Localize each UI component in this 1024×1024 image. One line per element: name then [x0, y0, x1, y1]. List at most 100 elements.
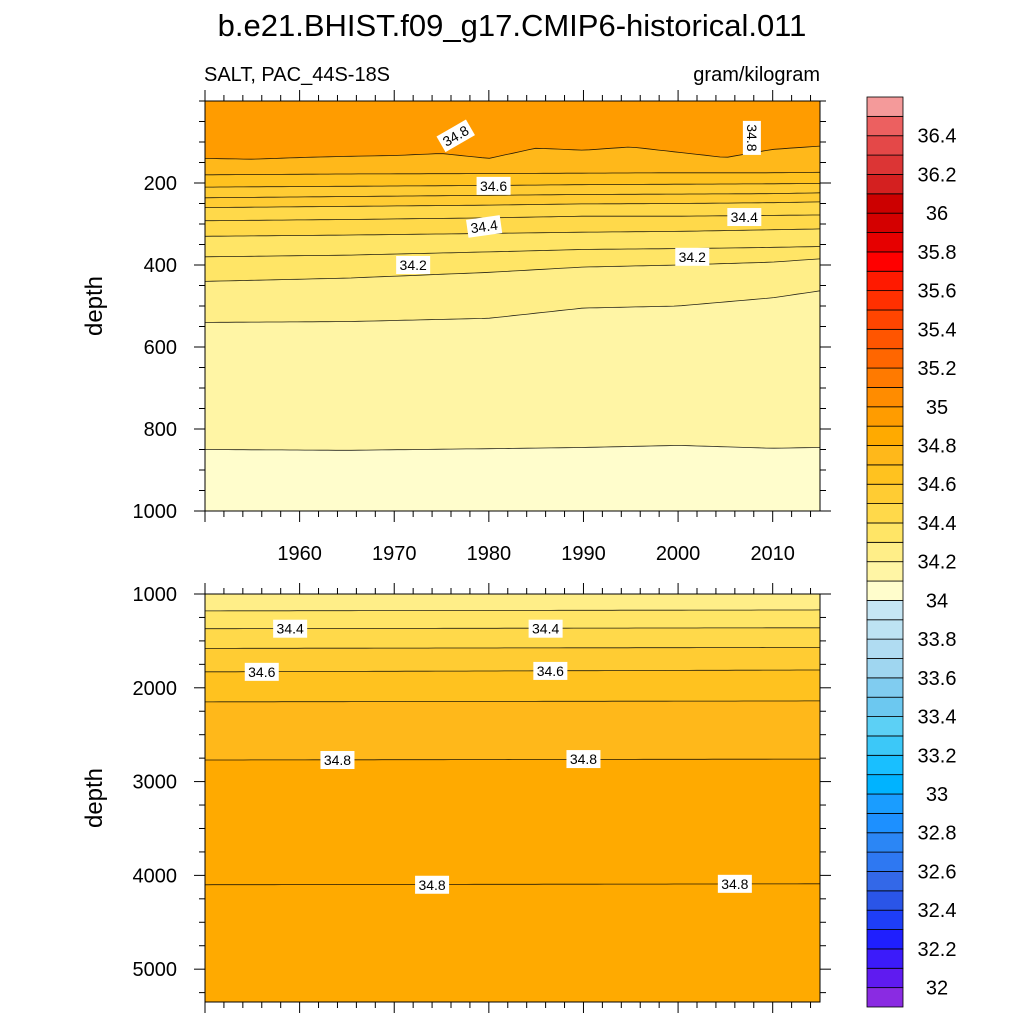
colorbar-swatch	[866, 948, 904, 969]
colorbar-swatch	[866, 987, 904, 1008]
contour-line	[205, 445, 820, 451]
colorbar-swatch	[866, 774, 904, 795]
contour-label: 34.6	[533, 661, 568, 680]
contour-label-text: 34.6	[537, 663, 564, 679]
colorbar-swatch	[866, 348, 904, 369]
colorbar-swatch	[866, 638, 904, 659]
colorbar-label: 36.2	[918, 164, 957, 186]
contour-line	[205, 647, 820, 649]
colorbar-label: 33.6	[918, 668, 957, 690]
contour-label: 34.8	[717, 874, 752, 893]
contour-label-text: 34.2	[679, 249, 706, 265]
contour-label: 34.8	[415, 875, 450, 894]
colorbar-swatch	[866, 561, 904, 582]
contour-label-text: 34.4	[731, 209, 758, 225]
contour-label-text: 34.8	[324, 752, 351, 768]
salinity-band	[205, 215, 820, 237]
colorbar-swatch	[866, 871, 904, 892]
salinity-band	[205, 228, 820, 257]
colorbar-label: 33	[926, 784, 948, 806]
contour-label: 34.2	[675, 247, 710, 266]
colorbar-label: 32	[926, 978, 948, 1000]
plot-frame	[204, 593, 821, 1003]
y-axis-label: depth	[81, 768, 108, 828]
chart-subtitle-left: SALT, PAC_44S-18S	[204, 64, 390, 86]
colorbar-swatch	[866, 754, 904, 776]
colorbar-label: 33.8	[918, 629, 957, 651]
colorbar-swatch	[866, 328, 904, 350]
colorbar-swatch	[866, 890, 904, 911]
y-tick-label: 4000	[133, 865, 178, 887]
chart-title: b.e21.BHIST.f09_g17.CMIP6-historical.011	[218, 8, 807, 43]
y-tick-label: 800	[144, 419, 177, 441]
x-tick-label: 1960	[277, 543, 322, 565]
contour-label-text: 34.8	[721, 876, 748, 892]
y-tick-label: 5000	[133, 959, 178, 981]
colorbar-swatch	[866, 135, 904, 156]
y-tick-label: 1000	[133, 501, 178, 523]
colorbar-swatch	[866, 832, 904, 853]
salinity-band	[205, 883, 820, 1002]
colorbar-label: 32.8	[918, 823, 957, 845]
colorbar-swatch	[866, 580, 904, 601]
colorbar-label: 33.2	[918, 745, 957, 767]
colorbar-swatch	[866, 425, 904, 446]
x-tick-label: 1990	[561, 543, 606, 565]
salinity-band	[205, 445, 820, 511]
contour-label: 34.6	[244, 662, 279, 681]
contour-label: 34.8	[566, 750, 601, 769]
salinity-band	[205, 647, 820, 672]
contour-label-text: 34.6	[248, 664, 275, 680]
colorbar-label: 32.2	[918, 939, 957, 961]
contour-label: 34.4	[273, 619, 308, 638]
colorbar-swatch	[866, 406, 904, 427]
colorbar-label: 35.6	[918, 281, 957, 303]
contour-line	[205, 627, 820, 630]
colorbar-swatch	[866, 445, 904, 466]
colorbar-label: 33.4	[918, 707, 957, 729]
colorbar-swatch	[866, 677, 904, 698]
salinity-band	[205, 101, 820, 160]
contour-label-text: 34.4	[277, 621, 304, 637]
contour-line	[205, 669, 820, 673]
contour-line	[205, 145, 820, 160]
salinity-band	[205, 627, 820, 649]
upper-panel: 34.8 34.834.634.4 34.434.234.2200400600800…	[81, 90, 831, 565]
x-tick-label: 2010	[750, 543, 795, 565]
colorbar-swatch	[866, 658, 904, 679]
colorbar-label: 34	[926, 590, 948, 612]
colorbar-label: 32.6	[918, 861, 957, 883]
salinity-band	[205, 609, 820, 629]
contour-line	[205, 183, 820, 188]
colorbar-swatch	[866, 600, 904, 621]
contour-label-text: 34.4	[470, 217, 499, 237]
contour-label: 34.6	[476, 176, 511, 195]
colorbar-label: 32.4	[918, 900, 957, 922]
colorbar-swatch	[866, 387, 904, 408]
y-tick-label: 3000	[133, 772, 178, 794]
contour-line	[205, 171, 820, 176]
contour-line	[205, 883, 820, 886]
colorbar-label: 34.6	[918, 474, 957, 496]
contour-line	[205, 192, 820, 199]
colorbar-swatch	[866, 929, 904, 950]
salinity-band	[205, 183, 820, 198]
x-tick-label: 1970	[372, 543, 417, 565]
colorbar-swatch	[866, 193, 904, 214]
colorbar-swatch	[866, 696, 904, 717]
colorbar-swatch	[866, 483, 904, 504]
colorbar-swatch	[866, 309, 904, 330]
salinity-band	[205, 172, 820, 188]
contour-line	[205, 201, 820, 208]
colorbar-label: 35.8	[918, 242, 957, 264]
colorbar-swatch	[866, 367, 904, 388]
colorbar-swatch	[866, 735, 904, 756]
contour-label: 34.4	[727, 208, 762, 227]
colorbar-swatch	[866, 503, 904, 524]
colorbar-swatch	[866, 464, 904, 485]
y-tick-label: 600	[144, 337, 177, 359]
y-tick-label: 400	[144, 255, 177, 277]
colorbar-label: 34.2	[918, 552, 957, 574]
contour-line	[205, 214, 820, 222]
